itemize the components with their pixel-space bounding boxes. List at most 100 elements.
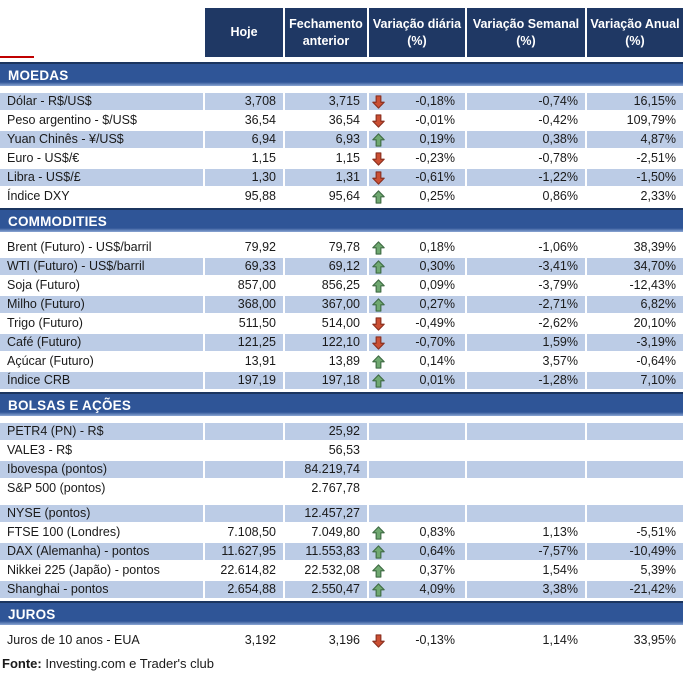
table-row: PETR4 (PN) - R$ 25,92 [0,423,683,440]
variacao-semanal-value: -7,57% [467,543,585,560]
hoje-value [205,442,283,459]
hoje-value: 3,192 [244,633,276,647]
row-label: Índice CRB [0,372,203,389]
variacao-diaria-cell: 0,09% [369,277,465,294]
variacao-diaria-cell: -0,13% [369,632,465,649]
variacao-diaria-cell: -0,61% [369,169,465,186]
fechamento-anterior-value: 3,715 [285,93,367,110]
up-arrow-icon [372,240,385,255]
fechamento-anterior-value: 197,18 [285,372,367,389]
hoje-value: 69,33 [205,258,283,275]
variacao-diaria-value: 0,01% [419,373,455,387]
variacao-diaria-cell: 0,01% [369,372,465,389]
variacao-anual-value: 16,15% [587,93,683,110]
variacao-anual-value: 20,10% [633,316,676,330]
hoje-value: 2.654,88 [205,581,283,598]
hoje-value: 121,25 [205,334,283,351]
hoje-value: 368,00 [205,296,283,313]
up-arrow-icon [372,297,385,312]
variacao-diaria-cell: -0,23% [369,150,465,167]
source-note: Fonte: Investing.com e Trader's club [0,656,687,671]
variacao-diaria-cell: 0,37% [369,562,465,579]
variacao-semanal-value: 1,14% [542,633,578,647]
variacao-anual-value: -3,19% [587,334,683,351]
down-arrow-icon [372,94,385,109]
variacao-diaria-cell: -0,18% [369,93,465,110]
variacao-diaria-value: 0,19% [419,132,455,146]
variacao-diaria-value: 0,30% [419,259,455,273]
column-header-1: Hoje [205,8,283,57]
hoje-value [205,423,283,440]
variacao-diaria-value: 0,18% [419,240,455,254]
fechamento-anterior-value: 69,12 [285,258,367,275]
up-arrow-icon [372,525,385,540]
hoje-value: 1,15 [251,151,276,165]
variacao-anual-value: -5,51% [636,525,676,539]
variacao-semanal-value [467,442,585,459]
table-row: NYSE (pontos) 12.457,27 [0,505,683,522]
down-arrow-icon [372,316,385,331]
fechamento-anterior-value: 856,25 [321,278,360,292]
variacao-diaria-value: 4,09% [419,582,455,596]
hoje-value: 11.627,95 [205,543,283,560]
header-label-spacer [0,8,203,57]
table-row: Índice DXY 95,88 95,64 0,25% 0,86% 2,33% [0,188,683,205]
section-header-juros: JUROS [0,601,683,625]
fechamento-anterior-value: 22.532,08 [304,563,360,577]
fechamento-anterior-value: 95,64 [328,189,360,203]
variacao-diaria-value: -0,61% [415,170,455,184]
hoje-value: 22.614,82 [220,563,276,577]
row-label: DAX (Alemanha) - pontos [0,543,203,560]
table-row: Café (Futuro) 121,25 122,10 -0,70% 1,59% -3,1… [0,334,683,351]
variacao-diaria-value: 0,64% [419,544,455,558]
fechamento-anterior-value: 56,53 [328,443,360,457]
variacao-diaria-cell [369,423,465,440]
section-header-bolsas-e-a-es: BOLSAS E AÇÕES [0,392,683,416]
variacao-semanal-value: -1,22% [467,169,585,186]
table-row: Shanghai - pontos 2.654,88 2.550,47 4,09% 3,… [0,581,683,598]
column-header-5: Variação Anual (%) [587,8,683,57]
hoje-value: 7.108,50 [227,525,276,539]
row-label: Café (Futuro) [0,334,203,351]
variacao-diaria-value: 0,25% [419,189,455,203]
row-label: VALE3 - R$ [7,443,73,457]
row-label: S&P 500 (pontos) [7,481,106,495]
fechamento-anterior-value: 25,92 [285,423,367,440]
variacao-semanal-value [467,505,585,522]
up-arrow-icon [372,544,385,559]
variacao-diaria-cell: 0,30% [369,258,465,275]
fechamento-anterior-value: 84.219,74 [285,461,367,478]
up-arrow-icon [372,354,385,369]
variacao-semanal-value: 1,59% [467,334,585,351]
variacao-anual-value: -0,64% [636,354,676,368]
variacao-diaria-cell: 0,25% [369,188,465,205]
hoje-value: 857,00 [237,278,276,292]
variacao-diaria-value: -0,01% [415,113,455,127]
row-label: FTSE 100 (Londres) [7,525,121,539]
variacao-diaria-cell: 0,14% [369,353,465,370]
variacao-semanal-value: 0,86% [542,189,578,203]
table-row: Yuan Chinês - ¥/US$ 6,94 6,93 0,19% 0,38% 4,8… [0,131,683,148]
row-label: Peso argentino - $/US$ [7,113,137,127]
fechamento-anterior-value: 1,15 [335,151,360,165]
row-label: Milho (Futuro) [0,296,203,313]
section-header-commodities: COMMODITIES [0,208,683,232]
hoje-value [205,461,283,478]
variacao-anual-value: 33,95% [633,633,676,647]
variacao-diaria-value: -0,70% [415,335,455,349]
variacao-semanal-value: -2,71% [467,296,585,313]
row-label: Índice DXY [7,189,70,203]
table-row: Ibovespa (pontos) 84.219,74 [0,461,683,478]
up-arrow-icon [372,582,385,597]
fechamento-anterior-value: 11.553,83 [285,543,367,560]
variacao-semanal-value: 1,13% [542,525,578,539]
row-label: Ibovespa (pontos) [0,461,203,478]
variacao-semanal-value: 3,57% [542,354,578,368]
down-arrow-icon [372,113,385,128]
variacao-semanal-value [467,423,585,440]
variacao-semanal-value: 1,54% [542,563,578,577]
hoje-value: 1,30 [205,169,283,186]
table-row: DAX (Alemanha) - pontos 11.627,95 11.553,8… [0,543,683,560]
variacao-diaria-cell: 0,27% [369,296,465,313]
